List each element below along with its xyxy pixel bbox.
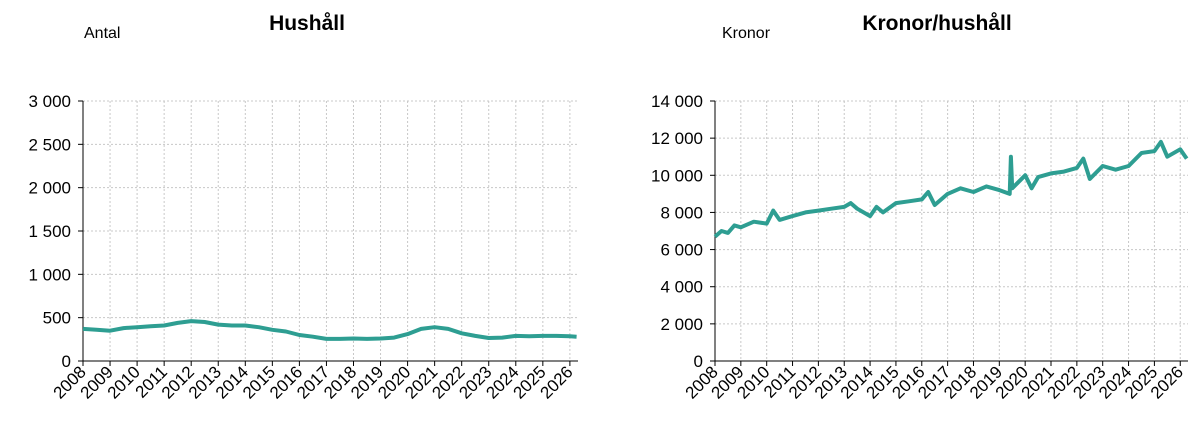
y-tick-label: 3 000 xyxy=(28,92,71,111)
y-tick-label: 4 000 xyxy=(660,278,703,297)
y-tick-label: 1 000 xyxy=(28,265,71,284)
y-tick-label: 2 000 xyxy=(28,179,71,198)
y-tick-label: 12 000 xyxy=(651,129,703,148)
x-tick-label: 2026 xyxy=(537,362,577,402)
y-tick-label: 10 000 xyxy=(651,166,703,185)
y-tick-label: 8 000 xyxy=(660,203,703,222)
y-tick-label: 500 xyxy=(43,309,71,328)
y-tick-label: 1 500 xyxy=(28,222,71,241)
y-tick-label: 2 500 xyxy=(28,135,71,154)
chart-title: Kronor/hushåll xyxy=(862,12,1011,35)
y-tick-label: 0 xyxy=(694,352,703,371)
line-series xyxy=(82,319,577,341)
y-tick-label: 6 000 xyxy=(660,241,703,260)
y-axis-label: Antal xyxy=(84,25,120,42)
y-tick-label: 2 000 xyxy=(660,315,703,334)
line-series xyxy=(713,139,1189,239)
y-axis-label: Kronor xyxy=(722,25,771,42)
chart-title: Hushåll xyxy=(269,12,345,35)
y-tick-label: 14 000 xyxy=(651,92,703,111)
y-tick-label: 0 xyxy=(62,352,71,371)
